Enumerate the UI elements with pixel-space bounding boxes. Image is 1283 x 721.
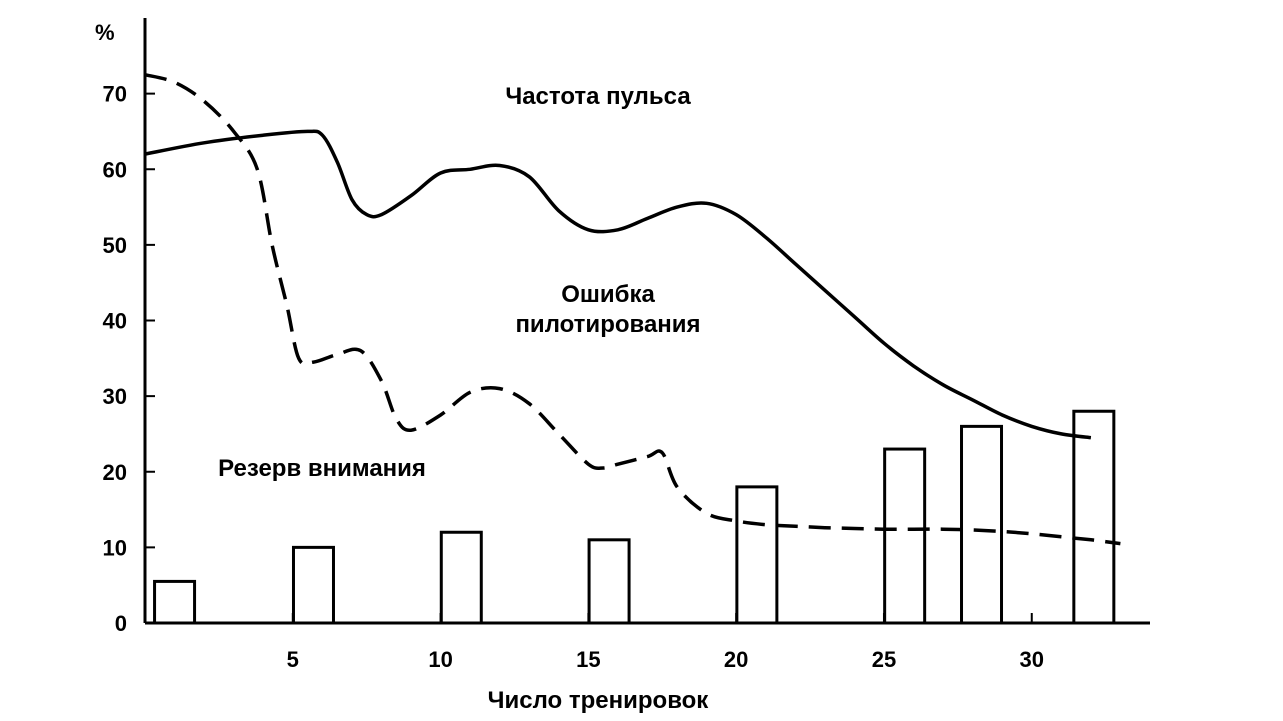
lines — [144, 72, 1121, 546]
x-tick-label: 5 — [287, 647, 299, 672]
label-attention-reserve: Резерв внимания — [218, 455, 426, 482]
y-tick-label: 50 — [103, 233, 127, 258]
x-tick-label: 20 — [724, 647, 748, 672]
x-tick-label: 30 — [1020, 647, 1044, 672]
attention-reserve-bar — [153, 579, 197, 625]
bars — [153, 409, 1116, 625]
x-tick-label: 25 — [872, 647, 896, 672]
y-tick-label: 70 — [103, 82, 127, 107]
attention-reserve-bar — [1072, 409, 1116, 625]
y-tick-label: 30 — [103, 384, 127, 409]
label-pilot-error-line1: Ошибка — [561, 281, 655, 308]
label-heart-rate: Частота пульса — [505, 83, 691, 110]
attention-reserve-bar — [735, 485, 779, 625]
y-tick-label: 10 — [103, 535, 127, 560]
y-tick-label: 20 — [103, 460, 127, 485]
y-tick-label: 0 — [115, 611, 127, 636]
heart-rate-line — [144, 129, 1092, 440]
attention-reserve-bar — [439, 530, 483, 625]
y-unit-label: % — [95, 20, 115, 45]
y-tick-label: 40 — [103, 309, 127, 334]
attention-reserve-bar — [960, 424, 1004, 625]
x-tick-label: 10 — [428, 647, 452, 672]
attention-reserve-bar — [587, 538, 631, 625]
attention-reserve-bar — [291, 545, 335, 625]
ticks: 0 10 20 30 40 50 60 70 5 10 15 20 25 30 — [103, 82, 1044, 672]
y-tick-label: 60 — [103, 157, 127, 182]
pilot-error-line — [144, 72, 1121, 546]
x-tick-label: 15 — [576, 647, 600, 672]
label-pilot-error-line2: пилотирования — [515, 311, 700, 338]
attention-reserve-bar — [883, 447, 927, 625]
x-axis-title: Число тренировок — [488, 687, 710, 714]
